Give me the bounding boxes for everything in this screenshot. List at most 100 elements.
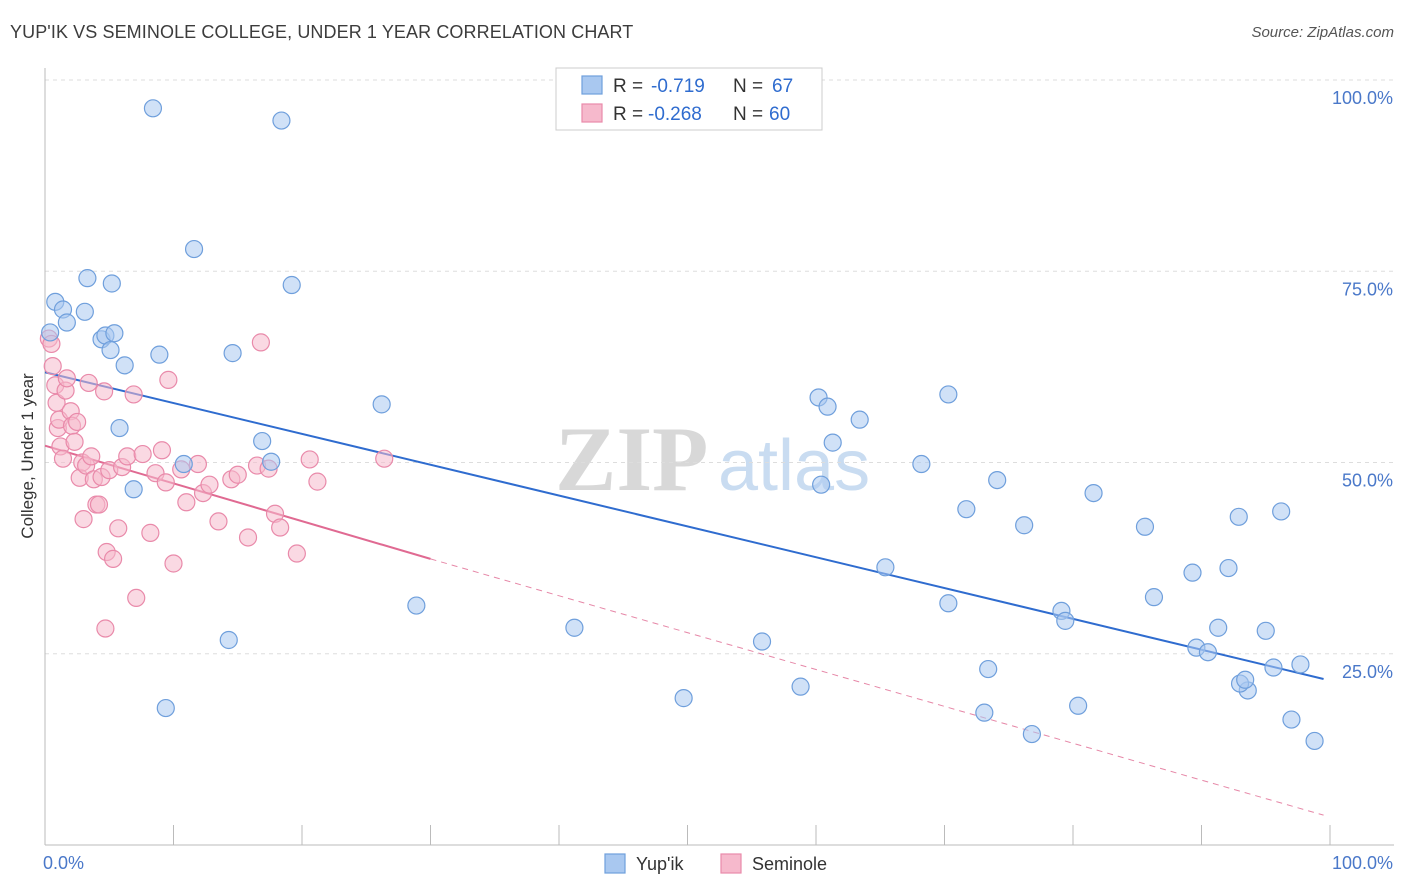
x-tick-label: 0.0% [43, 853, 84, 873]
yupik-point [1084, 484, 1103, 503]
yupik-point [1272, 502, 1291, 521]
x-tick-label: 100.0% [1332, 853, 1393, 873]
legend-n-label-seminole: N = [733, 104, 763, 125]
yupik-point [988, 470, 1007, 490]
seminole-point [65, 432, 84, 451]
yupik-point [407, 596, 426, 615]
yupik-point [812, 475, 831, 494]
seminole-point [141, 523, 160, 542]
yupik-point [1056, 611, 1075, 630]
trendline-yupik [44, 371, 1324, 680]
seminole-point [89, 495, 109, 514]
seminole-point [251, 333, 270, 352]
y-tick-label: 25.0% [1342, 662, 1393, 682]
yupik-point [223, 344, 242, 363]
yupik-point [791, 677, 810, 696]
seminole-point [271, 518, 290, 537]
seminole-point [57, 369, 76, 388]
seminole-point [127, 588, 146, 608]
yupik-point [253, 431, 272, 451]
legend-swatch-seminole [581, 103, 603, 123]
yupik-point [41, 323, 60, 342]
yupik-point [957, 500, 976, 519]
seminole-point [152, 441, 172, 460]
seminole-point [228, 465, 247, 484]
y-tick-label: 75.0% [1342, 279, 1393, 299]
seminole-point [300, 450, 319, 469]
yupik-point [752, 632, 772, 651]
seminole-point [164, 554, 183, 573]
yupik-point [105, 324, 124, 343]
yupik-point [1135, 517, 1155, 536]
yupik-point [1198, 643, 1218, 662]
yupik-point [102, 274, 121, 293]
yupik-point [1264, 658, 1283, 677]
seminole-point [104, 549, 123, 568]
seminole-point [209, 512, 228, 531]
yupik-point [262, 452, 281, 471]
yupik-points [41, 99, 1324, 751]
seminole-point [156, 473, 175, 492]
seminole-point [68, 412, 87, 432]
seminole-point [238, 528, 258, 547]
source-label: Source: ZipAtlas.com [1251, 24, 1394, 41]
bottom-legend-label-seminole: Seminole [752, 854, 827, 874]
yupik-point [78, 269, 97, 288]
legend-r-value-yupik: -0.719 [651, 76, 705, 97]
seminole-point [308, 472, 327, 491]
yupik-point [156, 698, 175, 718]
yupik-point [818, 397, 837, 416]
seminole-point [79, 373, 98, 393]
yupik-point [219, 630, 238, 650]
legend-r-value-seminole: -0.268 [648, 104, 702, 125]
yupik-point [1069, 696, 1088, 715]
legend-r-label-seminole: R = [613, 104, 643, 125]
x-tick-labels: 0.0% 100.0% [43, 853, 1393, 873]
yupik-point [939, 385, 958, 404]
yupik-point [282, 275, 301, 295]
yupik-point [912, 454, 931, 474]
yupik-point [975, 703, 994, 722]
yupik-point [272, 111, 291, 130]
legend-r-label-yupik: R = [613, 76, 643, 97]
yupik-point [143, 99, 163, 118]
legend-n-label-yupik: N = [733, 76, 763, 97]
y-tick-label: 100.0% [1332, 88, 1393, 108]
seminole-point [118, 447, 137, 466]
y-axis-label: College, Under 1 year [18, 373, 37, 539]
yupik-point [850, 410, 869, 429]
seminole-point [53, 449, 73, 468]
yupik-point [184, 239, 204, 259]
yupik-point [1015, 516, 1034, 535]
yupik-point [115, 356, 134, 375]
yupik-point [372, 395, 391, 414]
yupik-point [979, 659, 998, 679]
yupik-point [1291, 655, 1310, 674]
seminole-point [375, 449, 394, 468]
seminole-point [159, 370, 178, 389]
seminole-point [124, 385, 143, 404]
yupik-point [1219, 558, 1238, 578]
watermark-atlas: atlas [718, 426, 870, 506]
seminole-point [74, 510, 93, 529]
bottom-legend-swatch-seminole [720, 853, 742, 874]
yupik-point [174, 454, 193, 474]
legend: R = -0.719 N = 67 R = -0.268 N = 60 [555, 67, 823, 131]
axes [44, 68, 1394, 846]
y-tick-labels: 100.0% 75.0% 50.0% 25.0% [1332, 88, 1393, 682]
yupik-point [75, 302, 94, 321]
bottom-legend-swatch-yupik [604, 853, 626, 874]
seminole-point [177, 493, 196, 512]
seminole-point [95, 382, 114, 401]
yupik-point [1183, 563, 1202, 582]
yupik-point [823, 433, 842, 452]
trendline-seminole-extension [430, 558, 1324, 816]
yupik-point [1022, 724, 1041, 744]
seminole-point [82, 447, 101, 466]
yupik-point [939, 594, 958, 613]
seminole-point [200, 475, 219, 494]
seminole-point [109, 519, 128, 538]
watermark-zip: ZIP [555, 408, 708, 510]
legend-n-value-seminole: 60 [769, 104, 790, 125]
